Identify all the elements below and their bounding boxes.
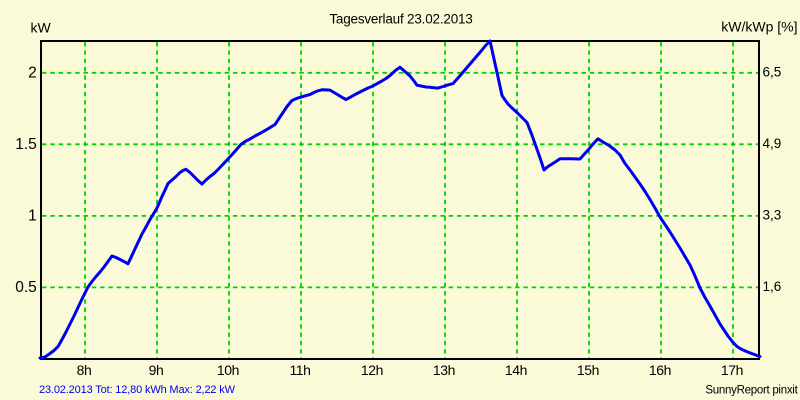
svg-text:11h: 11h (289, 362, 310, 378)
svg-text:SunnyReport pinxit: SunnyReport pinxit (705, 385, 798, 397)
svg-text:kW/kWp [%]: kW/kWp [%] (721, 19, 797, 35)
svg-text:14h: 14h (505, 362, 527, 378)
svg-text:6,5: 6,5 (763, 64, 782, 79)
svg-text:Tagesverlauf 23.02.2013: Tagesverlauf 23.02.2013 (329, 12, 472, 27)
svg-text:8h: 8h (77, 362, 92, 378)
svg-text:kW: kW (31, 20, 52, 36)
svg-text:4,9: 4,9 (763, 136, 782, 151)
svg-text:9h: 9h (149, 362, 164, 378)
svg-text:10h: 10h (217, 362, 239, 378)
svg-text:13h: 13h (433, 362, 455, 378)
svg-text:16h: 16h (649, 362, 671, 378)
svg-text:1: 1 (28, 208, 37, 225)
svg-text:1,6: 1,6 (763, 279, 782, 294)
svg-text:17h: 17h (721, 362, 743, 378)
svg-text:12h: 12h (361, 362, 383, 378)
svg-text:23.02.2013 Tot: 12,80 kWh Max:: 23.02.2013 Tot: 12,80 kWh Max: 2,22 kW (39, 384, 236, 396)
svg-text:3,3: 3,3 (763, 207, 782, 222)
svg-text:0.5: 0.5 (15, 279, 37, 296)
svg-text:15h: 15h (577, 362, 599, 378)
svg-text:2: 2 (28, 64, 37, 81)
svg-text:1.5: 1.5 (15, 136, 37, 153)
